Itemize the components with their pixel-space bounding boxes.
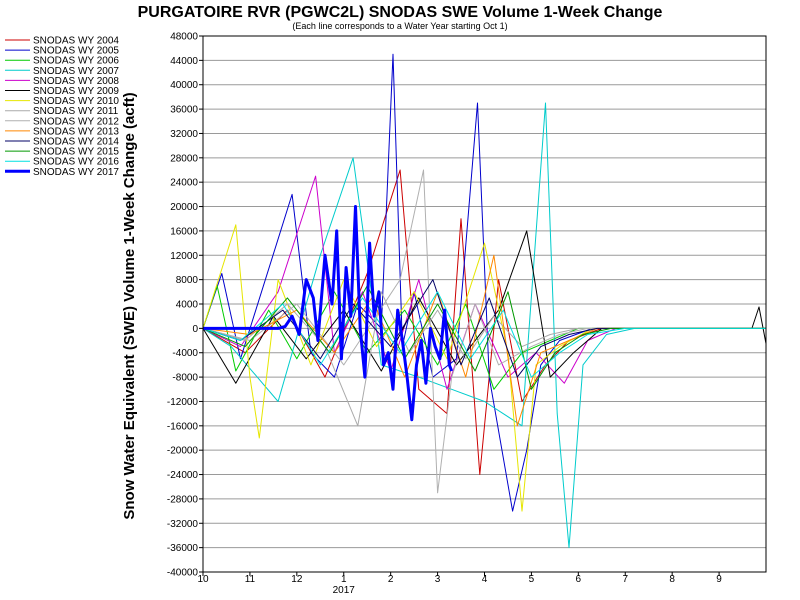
- legend-label: SNODAS WY 2013: [33, 126, 119, 137]
- series-line-snodas-wy-2006: [202, 285, 766, 390]
- series-line-snodas-wy-2015: [202, 285, 766, 390]
- x-tick-label: 11: [245, 574, 256, 585]
- legend-label: SNODAS WY 2005: [33, 46, 119, 57]
- series-lines: [202, 53, 767, 549]
- x-tick-label: 12: [291, 574, 303, 585]
- x-tick-label: 6: [576, 574, 582, 585]
- x-tick-label: 10: [197, 574, 209, 585]
- series-line-snodas-wy-2013: [202, 254, 766, 427]
- y-tick-label: -36000: [167, 543, 199, 554]
- legend-label: SNODAS WY 2006: [33, 56, 119, 67]
- legend-label: SNODAS WY 2015: [33, 147, 119, 158]
- legend-label: SNODAS WY 2007: [33, 66, 119, 77]
- y-tick-label: 8000: [176, 275, 199, 286]
- y-tick-label: 20000: [170, 202, 198, 213]
- y-tick-label: -8000: [172, 373, 198, 384]
- x-year-label: 2017: [333, 585, 356, 596]
- legend-label: SNODAS WY 2009: [33, 86, 119, 97]
- y-tick-label: 16000: [170, 226, 198, 237]
- plot-frame: [202, 35, 767, 573]
- series-line-snodas-wy-2004: [202, 169, 766, 475]
- series-line-snodas-wy-2005: [202, 53, 766, 512]
- x-tick-label: 2: [388, 574, 394, 585]
- x-tick-label: 1: [341, 574, 347, 585]
- y-tick-label: 0: [192, 324, 198, 335]
- x-tick-label: 9: [716, 574, 722, 585]
- series-line-snodas-wy-2007: [202, 102, 766, 549]
- series-line-snodas-wy-2011: [202, 291, 766, 427]
- y-tick-label: 24000: [170, 178, 198, 189]
- legend-label: SNODAS WY 2004: [33, 36, 119, 47]
- y-tick-label: 32000: [170, 129, 198, 140]
- y-tick-label: -28000: [167, 494, 199, 505]
- y-tick-label: -16000: [167, 421, 199, 432]
- y-tick-label: 4000: [176, 300, 199, 311]
- chart-title: PURGATOIRE RVR (PGWC2L) SNODAS SWE Volum…: [138, 4, 663, 21]
- y-tick-label: 36000: [170, 105, 198, 116]
- y-tick-label: -12000: [167, 397, 199, 408]
- axes: 4800044000400003600032000280002400020000…: [167, 32, 767, 596]
- legend-label: SNODAS WY 2010: [33, 96, 119, 107]
- y-tick-label: -32000: [167, 519, 199, 530]
- chart-subtitle: (Each line corresponds to a Water Year s…: [292, 21, 507, 31]
- y-axis-label: Snow Water Equivalent (SWE) Volume 1-Wee…: [121, 92, 138, 519]
- legend-label: SNODAS WY 2011: [33, 106, 119, 117]
- series-line-snodas-wy-2017: [203, 205, 454, 422]
- y-tick-label: -24000: [167, 470, 199, 481]
- x-tick-label: 4: [482, 574, 488, 585]
- legend-label: SNODAS WY 2008: [33, 76, 119, 87]
- series-line-snodas-wy-2016: [202, 291, 766, 378]
- x-tick-label: 8: [669, 574, 675, 585]
- legend-label: SNODAS WY 2016: [33, 157, 119, 168]
- legend-label: SNODAS WY 2017: [33, 167, 119, 178]
- x-tick-label: 3: [435, 574, 441, 585]
- y-tick-label: 40000: [170, 80, 198, 91]
- legend-label: SNODAS WY 2012: [33, 116, 119, 127]
- y-tick-label: 12000: [170, 251, 198, 262]
- series-line-snodas-wy-2012: [202, 169, 766, 494]
- y-tick-label: -40000: [167, 568, 199, 579]
- y-tick-label: -4000: [172, 348, 198, 359]
- y-tick-label: 44000: [170, 56, 198, 67]
- x-tick-label: 5: [529, 574, 535, 585]
- x-tick-label: 7: [622, 574, 628, 585]
- series-line-snodas-wy-2010: [202, 224, 766, 512]
- y-tick-label: 28000: [170, 153, 198, 164]
- y-tick-label: -20000: [167, 446, 199, 457]
- legend-label: SNODAS WY 2014: [33, 137, 119, 148]
- y-tick-label: 48000: [170, 32, 198, 43]
